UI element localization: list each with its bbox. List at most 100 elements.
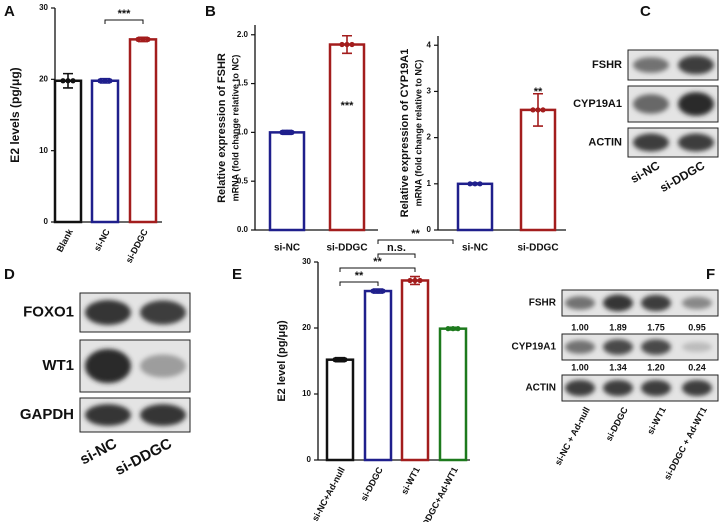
y-tick-label: 30 [39,3,48,12]
data-point [60,78,66,84]
y-axis-label-line: mRNA (fold change relative to NC) [230,55,240,202]
blot-quantification: 1.00 [571,362,589,372]
significance-label: ** [373,256,382,268]
significance-label: ** [534,86,543,98]
blot-row-label: CYP19A1 [512,342,557,353]
data-point [375,288,381,294]
blot-quantification: 1.75 [647,322,665,332]
data-point [70,78,76,84]
blot-sample-label: si-WT1 [645,405,668,436]
x-tick-label: si-DDGC [124,227,150,265]
y-axis-label: E2 level (pg/μg) [276,320,288,402]
blot-band [633,133,669,152]
blot-band [678,55,714,75]
data-point [289,129,295,135]
blot-quantification: 1.00 [571,322,589,332]
significance-bracket [377,253,416,258]
data-point [380,288,386,294]
blot-sample-label: si-DDGC [604,405,630,443]
y-axis-label: E2 levels (pg/μg) [8,67,22,162]
blot-band [603,379,633,397]
y-tick-label: 0 [44,217,49,226]
data-point [540,107,546,113]
significance-label: ** [355,270,364,282]
data-point [107,78,113,84]
blot-row-label: CYP19A1 [573,98,622,110]
blot-band [678,133,714,152]
y-tick-label: 1.5 [237,79,249,88]
y-tick-label: 3 [427,87,432,96]
data-point [102,78,108,84]
panel-letter: F [706,266,715,283]
panel-letter: C [640,3,651,20]
y-tick-label: 0 [427,225,432,234]
blot-band [603,294,633,312]
data-point [407,277,413,284]
blot-band [565,296,595,310]
data-point [530,107,536,113]
blot-band [682,379,712,397]
x-tick-label: Blank [55,226,76,253]
blot-band [641,379,671,397]
data-point [472,181,478,187]
panel-letter: E [232,266,242,283]
bar [268,131,306,232]
y-tick-label: 10 [39,146,48,155]
y-tick-label: 0 [307,455,312,464]
data-point [412,277,418,284]
blot-sample-label: si-NC + Ad-null [553,405,592,467]
blot-band [565,340,595,354]
blot-band [565,379,595,397]
y-tick-label: 2.0 [237,30,249,39]
blot-band [633,94,669,114]
bar [325,358,355,462]
blot-sample-label: si-DDGC [657,158,707,195]
blot-quantification: 0.95 [688,322,706,332]
significance-bracket [377,239,454,244]
x-tick-label: si-DDGC [517,243,558,254]
y-tick-label: 10 [302,389,311,398]
blot-row-label: WT1 [42,357,74,374]
x-tick-label: si-NC [92,227,112,253]
blot-sample-label: si-DDGC [112,435,175,479]
bar [456,182,494,232]
data-point [535,107,541,113]
data-point [337,357,343,363]
data-point [445,326,451,332]
bar [438,327,468,462]
x-tick-label: si-NC+Ad-null [310,465,347,522]
blot-row-label: FSHR [529,298,557,309]
y-tick-label: 0.0 [237,225,249,234]
data-point [342,357,348,363]
blot-band [682,296,712,310]
data-point [349,41,355,48]
significance-label: *** [118,8,132,20]
y-axis-label-line: mRNA (fold change relative to NC) [413,60,423,207]
blot-band [85,404,131,426]
blot-band [85,348,131,384]
data-point [284,129,290,135]
blot-row-label: FSHR [592,59,622,71]
blot-quantification: 1.34 [609,362,627,372]
significance-bracket [339,281,379,286]
bar [400,279,430,462]
blot-row-label: ACTIN [588,136,622,148]
blot-row-label: ACTIN [525,383,556,394]
blot-band [140,404,186,426]
bar [53,79,83,224]
data-point [417,277,423,284]
blot-band [641,339,671,355]
bar [128,38,158,224]
y-tick-label: 2 [427,133,432,142]
blot-sample-label: si-DDGC + Ad-WT1 [662,405,709,481]
x-tick-label: si-NC [462,243,488,254]
bar [90,79,120,224]
blot-quantification: 1.89 [609,322,627,332]
significance-bracket [104,19,144,24]
panel-letter: B [205,3,216,20]
data-point [477,181,483,187]
significance-label: ** [411,228,420,240]
data-point [344,41,350,48]
data-point [450,326,456,332]
